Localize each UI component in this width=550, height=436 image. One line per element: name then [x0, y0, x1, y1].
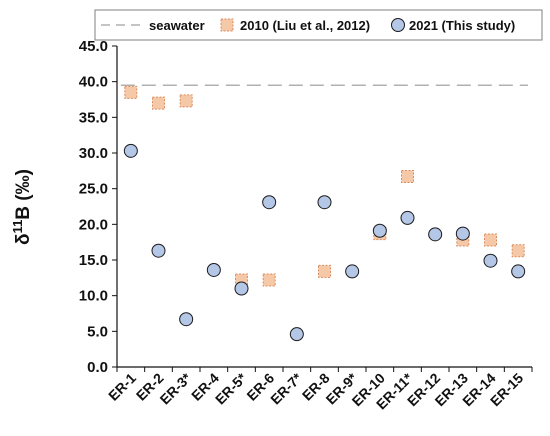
y-tick-label: 45.0 — [79, 38, 108, 55]
point-2021 — [234, 281, 249, 296]
point-2021 — [206, 262, 221, 277]
legend-2010-label: 2010 (Liu et al., 2012) — [240, 18, 370, 33]
point-2010 — [124, 85, 138, 99]
y-tick-label: 40.0 — [79, 74, 108, 91]
y-tick-label: 15.0 — [79, 252, 108, 269]
point-2021 — [511, 264, 526, 279]
legend-2021-marker — [391, 18, 405, 32]
legend-box — [94, 9, 543, 41]
point-2021 — [455, 226, 470, 241]
legend-seawater: seawater — [101, 18, 205, 33]
x-tick-label: ER-3* — [157, 369, 195, 407]
y-axis-label-sup: 11 — [10, 220, 25, 234]
point-2021 — [372, 223, 387, 238]
y-tick-label: 20.0 — [79, 216, 108, 233]
point-2021 — [317, 195, 332, 210]
point-2010 — [262, 273, 276, 287]
point-2021 — [123, 143, 138, 158]
legend-2010-marker — [220, 18, 234, 32]
legend-2010: 2010 (Liu et al., 2012) — [220, 18, 370, 33]
x-tick-label: ER-5* — [212, 369, 250, 407]
point-2021 — [179, 312, 194, 327]
point-2021 — [400, 210, 415, 225]
point-2010 — [484, 233, 497, 247]
legend-seawater-label: seawater — [149, 18, 205, 33]
x-tick-label: ER-7* — [267, 369, 305, 407]
point-2021 — [151, 243, 166, 258]
point-2010 — [179, 94, 193, 108]
y-tick-label: 10.0 — [79, 288, 108, 305]
plot-area: 0.0 5.0 10.0 15.0 20.0 25.0 30.0 35.0 40.0 45.0 ER… — [79, 38, 533, 412]
y-tick-label: 30.0 — [79, 145, 108, 162]
point-2010 — [152, 96, 165, 110]
point-2010 — [511, 244, 525, 258]
y-tick-label: 5.0 — [87, 323, 108, 340]
point-2010 — [401, 170, 414, 184]
legend-2021: 2021 (This study) — [391, 18, 515, 33]
y-axis-label: δ11B (‰) — [10, 169, 35, 245]
y-axis-label-rest: B (‰) — [13, 169, 34, 220]
y-tick-label: 35.0 — [79, 109, 108, 126]
point-2010 — [318, 264, 331, 278]
point-2021 — [262, 195, 277, 210]
point-2021 — [345, 264, 360, 279]
point-2021 — [289, 327, 304, 342]
legend-2021-label: 2021 (This study) — [409, 18, 515, 33]
point-2021 — [483, 253, 498, 268]
y-axis-label-main: δ — [13, 233, 34, 245]
x-tick-label: ER-1 — [105, 370, 139, 404]
point-2021 — [428, 227, 443, 242]
y-tick-label: 25.0 — [79, 181, 108, 198]
y-tick-label: 0.0 — [87, 359, 108, 376]
